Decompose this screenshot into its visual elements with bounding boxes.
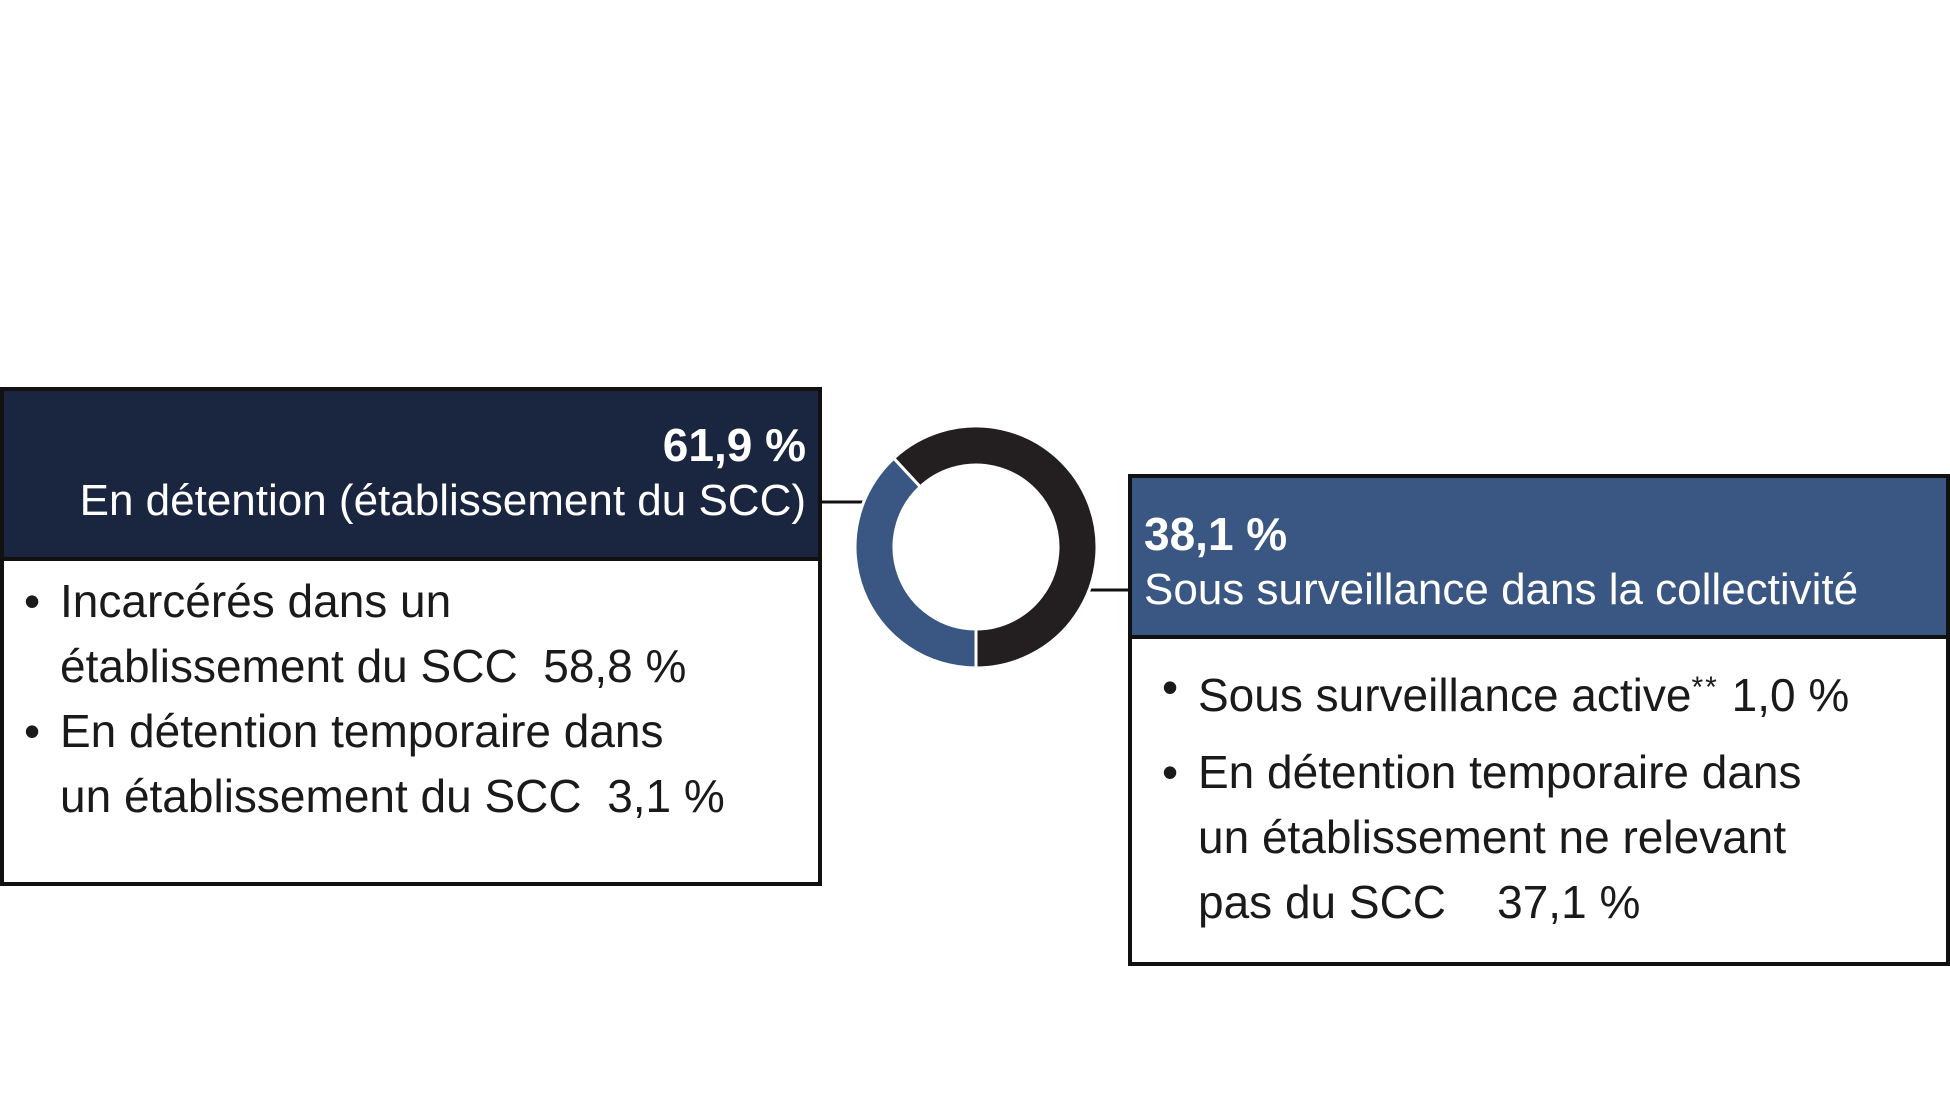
bullet-icon: •: [1162, 746, 1179, 798]
item-value: 58,8 %: [543, 640, 687, 692]
item-line: En détention temporaire dans: [60, 705, 664, 757]
donut-slice-0: [891, 424, 1099, 670]
item-value: 1,0 %: [1731, 669, 1850, 721]
list-item: • Sous surveillance active** 1,0 %: [1144, 655, 1936, 728]
list-item: • Incarcérés dans un établissement du SC…: [6, 569, 808, 699]
list-item: • En détention temporaire dans un établi…: [6, 699, 808, 829]
card-en-detention: 61,9 % En détention (établissement du SC…: [0, 387, 822, 886]
footnote-marker: **: [1691, 671, 1719, 704]
card-percent: 61,9 %: [662, 419, 806, 471]
item-line: un établissement du SCC: [60, 770, 582, 822]
item-line: Incarcérés dans un: [60, 575, 452, 627]
item-value: 3,1 %: [607, 770, 725, 822]
card-header-surveillance: 38,1 % Sous surveillance dans la collect…: [1132, 478, 1946, 639]
item-line: un établissement ne relevant: [1198, 811, 1787, 863]
card-body-surveillance: • Sous surveillance active** 1,0 % • En …: [1132, 639, 1946, 935]
list-item: • En détention temporaire dans un établi…: [1144, 740, 1936, 935]
card-label: En détention (établissement du SCC): [79, 476, 806, 525]
item-line: établissement du SCC: [60, 640, 518, 692]
donut-slice-1: [853, 456, 978, 670]
card-body-en-detention: • Incarcérés dans un établissement du SC…: [4, 561, 818, 829]
item-line: En détention temporaire dans: [1198, 746, 1802, 798]
item-line: Sous surveillance active: [1198, 669, 1692, 721]
card-surveillance-collectivite: 38,1 % Sous surveillance dans la collect…: [1128, 474, 1950, 966]
bullet-icon: •: [24, 705, 41, 757]
item-line: pas du SCC: [1198, 876, 1447, 928]
item-value: 37,1 %: [1497, 876, 1641, 928]
card-label: Sous surveillance dans la collectivité: [1144, 565, 1859, 614]
card-percent: 38,1 %: [1144, 508, 1288, 560]
bullet-icon: •: [24, 575, 41, 627]
card-header-en-detention: 61,9 % En détention (établissement du SC…: [4, 391, 818, 561]
bullet-icon: •: [1162, 661, 1179, 713]
